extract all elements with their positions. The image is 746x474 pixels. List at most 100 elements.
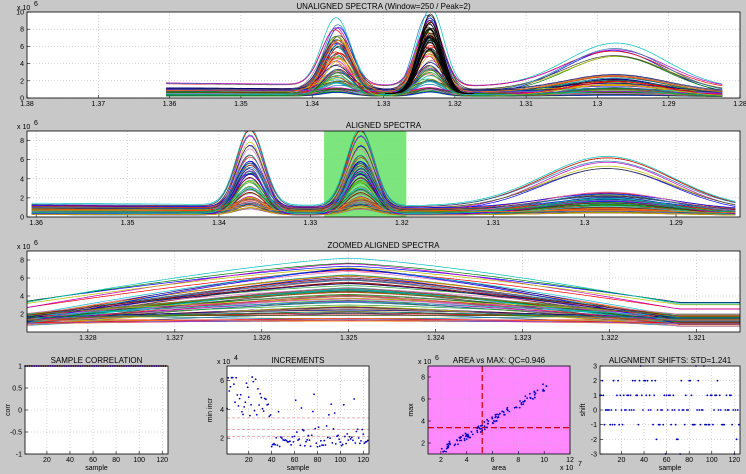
area-max-point — [542, 388, 545, 391]
x-tick-label: 100 — [133, 457, 145, 464]
panel-increments: INCREMENTS 20 40 60 80 100 120 2 4 6 sample min inc… — [207, 355, 370, 472]
increment-point — [348, 435, 351, 438]
area-max-point — [542, 383, 544, 386]
increment-point — [311, 410, 314, 413]
area-max-point — [467, 435, 470, 437]
area-max-point — [508, 410, 511, 413]
spectrum-line — [26, 318, 740, 324]
shift-point — [640, 394, 643, 397]
area-max-point — [477, 425, 480, 428]
shift-point — [629, 394, 632, 397]
increment-point — [254, 378, 257, 381]
shift-point — [602, 394, 605, 397]
area-max-points — [440, 383, 548, 453]
x-tick-label: 1.36 — [29, 220, 43, 227]
increment-point — [309, 445, 312, 448]
axes-frame — [24, 365, 169, 455]
shift-point — [690, 394, 693, 397]
increment-point — [305, 440, 307, 443]
y-tick-label: 6 — [20, 157, 24, 164]
increment-point — [227, 376, 230, 379]
increment-point — [229, 385, 232, 388]
area-max-point — [503, 413, 505, 416]
panel-area_vs_max: AREA vs MAX: QC=0.946 2 4 6 8 10 12 2 4 6 8 area max… — [408, 355, 582, 472]
increment-point — [326, 436, 329, 439]
increment-point — [329, 437, 331, 440]
shift-point — [716, 379, 719, 382]
shift-point — [670, 423, 673, 426]
y-tick-label: 1 — [18, 364, 22, 371]
increment-point — [232, 383, 235, 386]
area-max-point — [520, 403, 523, 406]
area-max-point — [476, 427, 479, 430]
x-tick-label: 1.31 — [486, 220, 500, 227]
increment-point — [365, 440, 368, 443]
shift-point — [712, 423, 714, 426]
area-max-point — [440, 447, 443, 450]
spectrum-line — [166, 19, 723, 86]
area-max-point — [460, 436, 462, 438]
area-max-point — [463, 439, 466, 442]
y-tick-label: 2 — [20, 78, 24, 85]
axes-frame — [226, 365, 370, 455]
shift-point — [621, 423, 624, 426]
increment-point — [310, 434, 313, 437]
x-tick-label: 60 — [89, 457, 97, 464]
area-max-point — [481, 429, 483, 432]
shift-point — [654, 379, 657, 382]
increment-point — [290, 443, 293, 446]
area-max-point — [478, 427, 481, 429]
increment-point — [236, 394, 239, 396]
increment-point — [234, 401, 236, 404]
shift-point — [696, 409, 698, 411]
chart-title: ALIGNED SPECTRA — [346, 121, 422, 130]
increment-point — [334, 442, 337, 445]
area-max-point — [496, 413, 498, 416]
area-max-point — [519, 400, 521, 402]
y-tick-label: 8 — [20, 258, 24, 265]
x-tick-label: 80 — [314, 457, 322, 464]
x-tick-label: 100 — [706, 457, 718, 464]
y-tick-label: 6 — [20, 276, 24, 283]
y-tick-label: -1 — [16, 452, 22, 459]
shift-point — [682, 409, 685, 411]
shift-point — [708, 423, 711, 426]
x-tick-label: 2 — [439, 457, 443, 464]
spectrum-line — [387, 42, 473, 94]
shift-point — [611, 423, 614, 426]
shift-point — [684, 394, 687, 397]
increment-point — [239, 393, 242, 396]
increment-point — [308, 439, 311, 442]
shift-point — [645, 394, 648, 397]
shift-points — [599, 365, 740, 455]
shift-point — [642, 409, 644, 411]
increment-point — [246, 386, 249, 389]
increment-point — [267, 403, 270, 406]
increment-point — [341, 443, 344, 446]
increment-point — [291, 435, 294, 438]
increment-point — [279, 436, 282, 438]
shift-point — [656, 409, 659, 411]
shift-point — [637, 423, 640, 426]
increment-point — [300, 407, 303, 409]
shift-point — [651, 379, 653, 382]
y-multiplier: x 10 — [418, 359, 431, 366]
x-tick-label: 40 — [640, 457, 648, 464]
shift-point — [672, 394, 675, 397]
x-tick-label: 1.327 — [166, 335, 184, 342]
increment-point — [366, 439, 369, 442]
increment-point — [285, 439, 288, 442]
spectrum-line — [31, 198, 736, 211]
y-tick-label: 1 — [593, 393, 597, 400]
increment-point — [339, 441, 342, 443]
increment-point — [242, 413, 244, 416]
area-max-point — [520, 402, 523, 404]
increment-point — [355, 430, 358, 433]
shift-point — [658, 423, 661, 426]
y-multiplier-exponent: 6 — [34, 1, 38, 8]
spectrum-line — [26, 267, 740, 306]
shift-point — [687, 409, 689, 411]
increment-point — [344, 435, 346, 438]
shift-point — [732, 409, 735, 411]
